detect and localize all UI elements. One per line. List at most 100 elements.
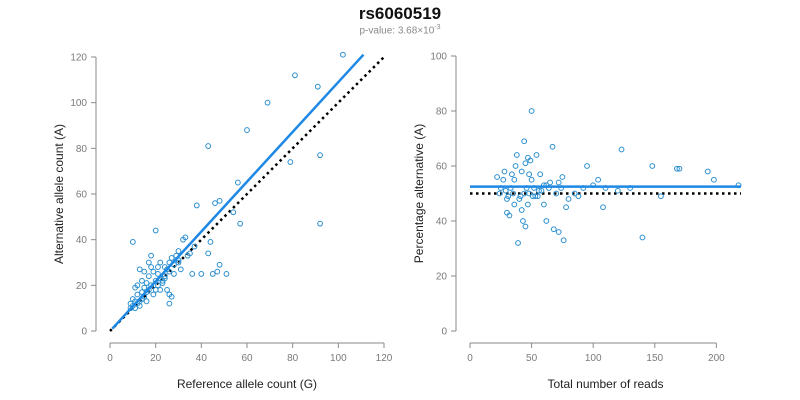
data-point: [618, 146, 625, 153]
fit-line: [111, 53, 365, 330]
y-tick-label: 80: [76, 144, 88, 155]
data-point: [575, 193, 582, 200]
data-point: [513, 152, 520, 158]
data-point: [198, 271, 205, 277]
data-point: [141, 268, 148, 275]
data-point: [537, 171, 544, 178]
data-point: [168, 293, 175, 300]
data-point: [155, 271, 161, 277]
data-point: [159, 280, 166, 286]
data-point: [532, 193, 539, 200]
data-point: [658, 193, 664, 200]
data-point: [340, 51, 346, 58]
x-tick-label: 150: [646, 353, 663, 364]
data-point: [555, 179, 562, 186]
data-point: [175, 259, 182, 266]
y-tick-label: 100: [70, 98, 87, 109]
data-point: [538, 187, 545, 194]
data-point: [157, 259, 164, 266]
data-point: [571, 190, 578, 197]
data-point: [501, 168, 508, 175]
data-point: [529, 193, 536, 200]
data-point: [559, 174, 566, 180]
data-point: [143, 298, 150, 305]
data-point: [526, 171, 533, 178]
data-point: [152, 227, 159, 234]
data-point: [504, 196, 510, 202]
data-point: [264, 99, 271, 106]
data-point: [547, 179, 553, 186]
x-axis-title: Reference allele count (G): [177, 377, 317, 391]
data-point: [515, 240, 521, 246]
data-point: [511, 201, 518, 208]
data-point: [287, 159, 294, 165]
data-point: [521, 190, 528, 197]
data-point: [168, 255, 175, 261]
data-point: [155, 282, 161, 289]
p-value-exponent: -3: [434, 24, 441, 31]
y-tick-label: 0: [81, 327, 87, 338]
y-tick-label: 100: [430, 52, 447, 63]
data-point: [595, 176, 602, 183]
data-point: [164, 287, 170, 293]
y-axis-title: Percentage alternative (A): [412, 124, 426, 263]
data-point: [209, 271, 216, 277]
x-tick-label: 40: [196, 353, 208, 364]
data-point: [317, 152, 323, 159]
data-point: [212, 200, 218, 207]
chart-subtitle: p-value: 3.68×10-3: [0, 24, 800, 36]
y-tick-label: 40: [436, 217, 448, 228]
data-point: [649, 163, 656, 169]
x-tick-label: 100: [585, 353, 602, 364]
y-tick-label: 60: [436, 162, 448, 173]
x-tick-label: 120: [376, 353, 393, 364]
data-point: [522, 160, 529, 167]
data-point: [216, 261, 223, 268]
data-point: [230, 209, 237, 216]
data-point: [189, 271, 196, 277]
y-tick-label: 20: [76, 281, 88, 292]
data-point: [141, 284, 148, 291]
data-point: [237, 220, 244, 227]
data-point: [150, 291, 157, 298]
x-axis-title: Total number of reads: [547, 377, 663, 391]
data-point: [536, 187, 542, 194]
data-point: [207, 239, 214, 245]
data-point: [555, 229, 562, 235]
x-tick-label: 200: [708, 353, 725, 364]
data-point: [600, 204, 606, 211]
data-point: [139, 277, 145, 284]
data-points: [494, 108, 742, 246]
data-point: [508, 171, 515, 178]
data-point: [155, 264, 161, 270]
data-point: [549, 143, 556, 150]
data-point: [711, 176, 717, 183]
data-point: [563, 204, 569, 211]
data-point: [550, 226, 557, 233]
data-point: [639, 234, 646, 241]
data-point: [511, 176, 518, 183]
data-point: [527, 157, 534, 164]
data-point: [136, 266, 143, 273]
data-point: [676, 165, 683, 172]
data-point: [516, 196, 523, 202]
data-point: [317, 220, 323, 227]
data-point: [506, 212, 513, 219]
data-point: [517, 193, 524, 200]
data-point: [494, 174, 501, 180]
reference-line: [109, 56, 385, 332]
data-point: [510, 190, 517, 197]
data-point: [565, 196, 572, 202]
x-tick-label: 50: [526, 353, 538, 364]
data-point: [132, 284, 139, 291]
data-point: [560, 237, 567, 244]
data-point: [129, 239, 136, 245]
data-point: [134, 291, 141, 298]
data-point: [553, 190, 560, 197]
x-tick-label: 60: [241, 353, 253, 364]
y-tick-label: 0: [441, 327, 447, 338]
y-tick-label: 40: [76, 235, 88, 246]
data-point: [543, 218, 550, 224]
chart-title: rs6060519: [358, 4, 442, 23]
data-point: [541, 201, 547, 208]
